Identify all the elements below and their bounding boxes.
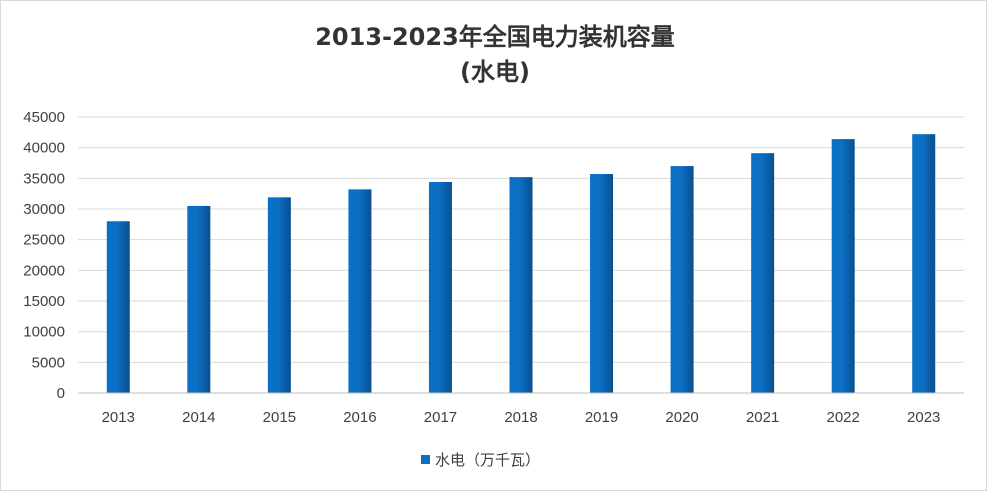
y-tick-label: 20000: [23, 262, 65, 279]
y-tick-label: 0: [57, 385, 65, 402]
bars: [106, 134, 936, 393]
bar-2018: [509, 177, 533, 393]
x-axis: 2013 2014 2015 2016 2017 2018 2019 2020 2021 2022…: [78, 392, 964, 426]
legend-label: 水电（万千瓦）: [435, 451, 540, 469]
legend: 水电（万千瓦）: [421, 451, 540, 469]
y-tick-label: 30000: [23, 201, 65, 218]
y-tick-label: 25000: [23, 232, 65, 249]
x-tick-label: 2018: [504, 409, 537, 426]
y-tick-label: 40000: [23, 140, 65, 157]
bar-2020: [670, 166, 694, 393]
legend-swatch: [421, 455, 430, 464]
y-tick-label: 15000: [23, 293, 65, 310]
x-tick-label: 2014: [182, 409, 215, 426]
x-tick-label: 2020: [665, 409, 698, 426]
chart-subtitle: (水电): [460, 58, 530, 86]
x-tick-label: 2022: [826, 409, 859, 426]
bar-2021: [751, 153, 775, 393]
x-tick-label: 2015: [263, 409, 296, 426]
bar-2014: [187, 205, 211, 393]
bar-2017: [428, 182, 452, 393]
x-tick-label: 2017: [424, 409, 457, 426]
x-tick-label: 2021: [746, 409, 779, 426]
x-tick-label: 2023: [907, 409, 940, 426]
y-axis: 0 5000 10000 15000 20000 25000 30000 35000 40000…: [23, 109, 65, 402]
x-tick-label: 2016: [343, 409, 376, 426]
bar-2022: [831, 139, 855, 393]
y-tick-label: 45000: [23, 109, 65, 126]
y-tick-label: 10000: [23, 324, 65, 341]
bar-2015: [267, 197, 291, 393]
chart-title: 2013-2023年全国电力装机容量: [315, 23, 675, 51]
y-tick-label: 5000: [32, 354, 65, 371]
y-tick-label: 35000: [23, 170, 65, 187]
bar-2019: [590, 174, 614, 393]
x-tick-label: 2013: [102, 409, 135, 426]
bar-2016: [348, 189, 372, 393]
bar-2013: [106, 221, 130, 393]
x-tick-label: 2019: [585, 409, 618, 426]
bar-2023: [912, 134, 936, 393]
